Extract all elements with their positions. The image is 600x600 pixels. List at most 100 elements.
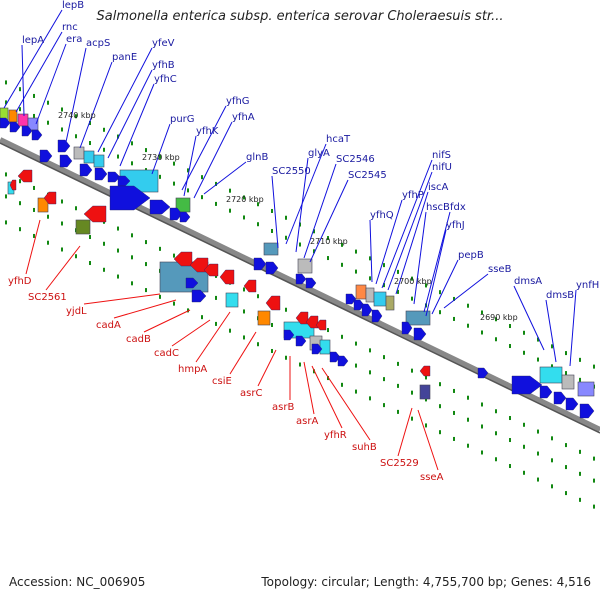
tick-mark xyxy=(5,172,7,177)
reverse-gene-arrow xyxy=(315,319,327,331)
gene-label-nifs: nifS xyxy=(432,150,451,161)
tick-mark xyxy=(509,416,511,421)
tick-mark xyxy=(285,215,287,220)
connector-hcat xyxy=(285,143,327,245)
tick-mark xyxy=(551,458,553,463)
gene-label-pepb: pepB xyxy=(458,250,484,261)
tick-mark xyxy=(481,402,483,407)
forward-gene-arrow xyxy=(109,185,151,211)
forward-gene-arrow xyxy=(107,171,121,183)
tick-mark xyxy=(131,255,133,260)
tick-mark xyxy=(453,388,455,393)
tick-mark xyxy=(509,324,511,329)
gene-label-sc2561: SC2561 xyxy=(28,292,67,303)
forward-gene-arrow xyxy=(79,163,93,177)
scale-label: 2730 kbp xyxy=(142,153,180,162)
tick-marks xyxy=(5,80,595,509)
tick-mark xyxy=(145,288,147,293)
tick-mark xyxy=(117,248,119,253)
tick-mark xyxy=(593,478,595,483)
forward-gene-arrow xyxy=(265,261,279,275)
tick-mark xyxy=(341,334,343,339)
forward-gene-arrow xyxy=(553,391,567,405)
tick-mark xyxy=(243,195,245,200)
gene-label-asrc: asrC xyxy=(240,388,262,399)
tick-mark xyxy=(33,233,35,238)
gene-label-glya: glyA xyxy=(308,148,330,159)
map-title: Salmonella enterica subsp. enterica sero… xyxy=(96,9,504,24)
gene-label-era: era xyxy=(66,34,82,45)
tick-mark xyxy=(467,303,469,308)
connector-lepb xyxy=(3,9,63,109)
tick-mark xyxy=(537,477,539,482)
tick-mark xyxy=(565,351,567,356)
gene-label-sc2546: SC2546 xyxy=(336,154,375,165)
tick-mark xyxy=(313,229,315,234)
tick-mark xyxy=(495,431,497,436)
connector-acps xyxy=(65,47,87,143)
tick-mark xyxy=(369,348,371,353)
gene-block xyxy=(319,339,331,355)
tick-mark xyxy=(131,141,133,146)
gene-block xyxy=(577,381,595,397)
forward-gene-arrow xyxy=(9,121,21,133)
tick-mark xyxy=(495,457,497,462)
tick-mark xyxy=(565,371,567,376)
tick-mark xyxy=(411,416,413,421)
connector-sc2545 xyxy=(309,179,349,263)
connector-yfhb xyxy=(107,69,153,159)
tick-mark xyxy=(551,344,553,349)
tick-mark xyxy=(103,147,105,152)
tick-mark xyxy=(215,295,217,300)
tick-mark xyxy=(89,121,91,126)
tick-mark xyxy=(397,383,399,388)
tick-mark xyxy=(173,301,175,306)
gene-label-purg: purG xyxy=(170,114,195,125)
tick-mark xyxy=(271,348,273,353)
tick-mark xyxy=(551,364,553,369)
connector-sc2561 xyxy=(45,245,81,291)
tick-mark xyxy=(509,438,511,443)
tick-mark xyxy=(411,390,413,395)
gene-block xyxy=(75,219,91,235)
tick-mark xyxy=(467,323,469,328)
connector-fdx xyxy=(423,211,451,313)
tick-mark xyxy=(523,422,525,427)
scale-label: 2720 kbp xyxy=(226,195,264,204)
tick-mark xyxy=(341,262,343,267)
connector-sc2546 xyxy=(303,163,337,259)
tick-mark xyxy=(425,283,427,288)
gene-label-yfhr: yfhR xyxy=(324,430,347,441)
tick-mark xyxy=(159,246,161,251)
tick-mark xyxy=(131,281,133,286)
tick-mark xyxy=(341,242,343,247)
gene-label-suhb: suhB xyxy=(352,442,377,453)
tick-mark xyxy=(285,235,287,240)
tick-mark xyxy=(201,195,203,200)
tick-mark xyxy=(201,315,203,320)
tick-mark xyxy=(5,80,7,85)
tick-mark xyxy=(5,100,7,105)
gene-label-cadb: cadB xyxy=(126,334,151,345)
gene-label-cadc: cadC xyxy=(154,348,179,359)
gene-block xyxy=(355,284,367,300)
tick-mark xyxy=(89,141,91,146)
forward-gene-arrow xyxy=(413,327,427,341)
tick-mark xyxy=(159,174,161,179)
tick-mark xyxy=(439,290,441,295)
gene-block xyxy=(17,113,29,127)
connector-yfha xyxy=(193,121,233,199)
tick-mark xyxy=(117,226,119,231)
tick-mark xyxy=(75,254,77,259)
tick-mark xyxy=(453,410,455,415)
forward-gene-arrow xyxy=(0,117,11,129)
tick-mark xyxy=(313,249,315,254)
tick-mark xyxy=(229,328,231,333)
gene-label-lepb: lepB xyxy=(62,0,84,11)
forward-gene-arrow xyxy=(94,167,108,181)
tick-mark xyxy=(131,161,133,166)
tick-mark xyxy=(243,309,245,314)
connector-purg xyxy=(151,123,171,175)
tick-mark xyxy=(47,214,49,219)
forward-gene-arrow xyxy=(179,211,191,223)
